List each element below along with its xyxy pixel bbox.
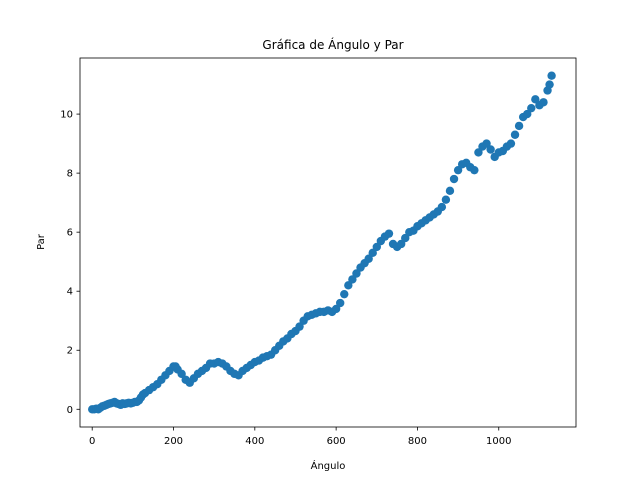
data-point [547, 71, 556, 80]
data-point [506, 139, 516, 148]
data-point [331, 304, 341, 314]
plot-frame [79, 57, 577, 428]
y-tick-label: 2 [67, 346, 73, 357]
data-point [364, 254, 373, 263]
data-point [470, 165, 479, 175]
data-point [545, 80, 554, 89]
y-tick-label: 4 [67, 287, 73, 298]
data-point [348, 275, 357, 284]
data-point [437, 202, 447, 212]
data-point [441, 195, 451, 204]
data-point [449, 174, 459, 184]
x-tick-label: 1000 [486, 436, 511, 447]
chart-title: Gráfica de Ángulo y Par [262, 37, 403, 52]
data-point [486, 145, 495, 154]
data-point [177, 369, 186, 379]
data-point [445, 186, 455, 196]
data-point [384, 229, 394, 238]
data-point [527, 103, 536, 113]
y-axis: 0 2 4 6 8 10 [60, 110, 80, 416]
y-tick-label: 8 [67, 169, 73, 180]
data-point [531, 95, 540, 104]
data-point [453, 165, 463, 175]
data-point [514, 121, 524, 131]
x-axis-label: Ángulo [311, 459, 346, 472]
data-point [340, 289, 349, 299]
y-tick-label: 10 [60, 110, 73, 121]
x-axis: 0 200 400 600 800 1000 [89, 427, 511, 447]
data-point [474, 148, 483, 157]
data-point [295, 322, 304, 331]
data-point [510, 130, 520, 139]
plot-area [88, 71, 556, 414]
y-tick-label: 6 [67, 228, 73, 239]
data-point [368, 248, 377, 258]
data-point [539, 98, 548, 107]
x-tick-label: 200 [164, 436, 183, 447]
data-point [482, 139, 491, 148]
data-point [523, 109, 532, 119]
x-tick-label: 600 [327, 436, 346, 447]
y-tick-label: 0 [67, 405, 73, 416]
x-tick-label: 0 [89, 436, 95, 447]
y-axis-label: Par [36, 233, 47, 250]
data-point [352, 269, 361, 278]
data-point [344, 281, 353, 290]
data-point [401, 233, 410, 243]
x-tick-label: 800 [408, 436, 427, 447]
data-point [372, 242, 381, 252]
x-tick-label: 400 [245, 436, 264, 447]
data-point [336, 298, 345, 308]
data-point [396, 239, 406, 249]
